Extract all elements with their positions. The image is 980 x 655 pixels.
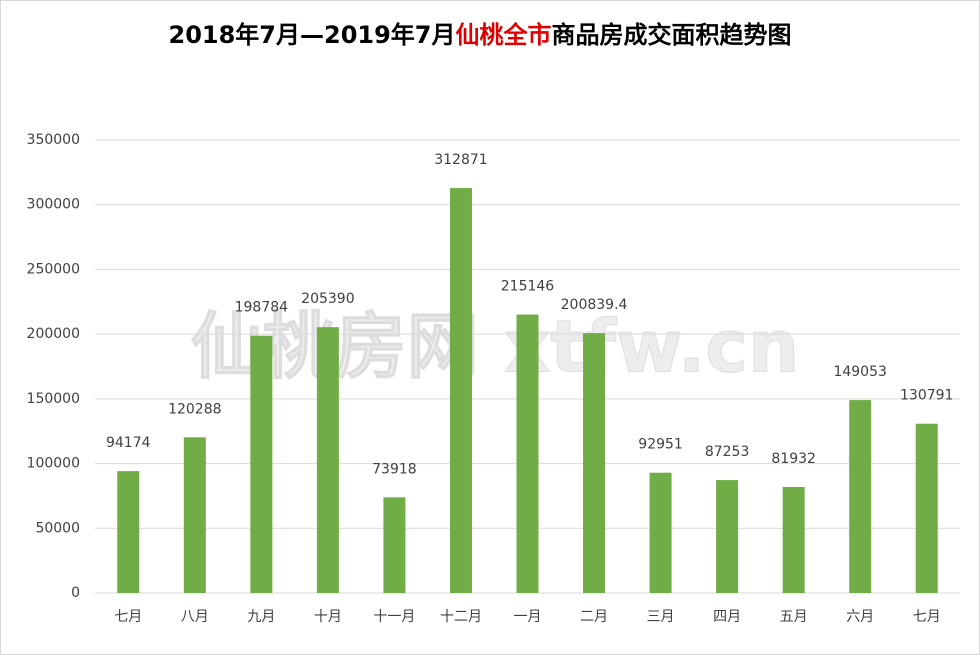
bar — [449, 188, 472, 593]
x-tick-label: 八月 — [181, 609, 209, 625]
y-tick-label: 100000 — [27, 456, 80, 472]
x-tick-label: 七月 — [114, 609, 142, 625]
bar — [316, 327, 339, 593]
bar — [782, 486, 805, 593]
watermark: 仙桃房网 xtfw.cn — [191, 305, 799, 389]
data-label: 215146 — [501, 279, 555, 295]
x-tick-label: 一月 — [514, 609, 542, 625]
data-label: 73918 — [372, 461, 417, 477]
y-tick-label: 0 — [71, 585, 80, 601]
data-label: 312871 — [434, 152, 487, 168]
title-part: 仙桃全市 — [456, 21, 552, 49]
data-label: 92951 — [638, 437, 683, 453]
x-tick-label: 十一月 — [373, 609, 415, 625]
x-tick-label: 二月 — [580, 609, 608, 625]
y-tick-label: 50000 — [35, 520, 80, 536]
y-tick-label: 350000 — [27, 132, 80, 148]
x-tick-label: 三月 — [647, 609, 675, 625]
y-tick-label: 150000 — [27, 391, 80, 407]
data-label: 87253 — [705, 444, 750, 460]
bar — [649, 472, 672, 593]
x-tick-label: 十二月 — [440, 609, 482, 625]
x-tick-label: 七月 — [913, 609, 941, 625]
bar — [849, 400, 872, 593]
x-tick-label: 五月 — [780, 609, 808, 625]
data-label: 198784 — [235, 300, 289, 316]
data-label: 205390 — [301, 291, 354, 307]
data-label: 81932 — [771, 451, 816, 467]
chart-title: 2018年7月—2019年7月仙桃全市商品房成交面积趋势图 — [169, 21, 792, 49]
x-tick-label: 十月 — [314, 609, 342, 625]
x-tick-label: 六月 — [846, 609, 874, 625]
y-tick-label: 300000 — [27, 197, 80, 213]
y-tick-label: 200000 — [27, 326, 80, 342]
bar — [516, 314, 539, 593]
data-label: 94174 — [106, 435, 151, 451]
data-label: 130791 — [900, 388, 953, 404]
bar — [915, 423, 938, 593]
title-part: 商品房成交面积趋势图 — [552, 21, 792, 49]
bar — [716, 480, 739, 593]
bar — [250, 335, 273, 593]
bar — [117, 471, 140, 593]
bar — [583, 333, 606, 593]
bar — [183, 437, 206, 593]
data-label: 120288 — [168, 401, 221, 417]
bar — [383, 497, 406, 593]
y-tick-label: 250000 — [27, 261, 80, 277]
x-tick-label: 四月 — [713, 609, 741, 625]
data-label: 200839.4 — [561, 297, 628, 313]
x-tick-label: 九月 — [247, 609, 275, 625]
data-label: 149053 — [833, 364, 886, 380]
title-part: 2018年7月—2019年7月 — [169, 21, 456, 49]
